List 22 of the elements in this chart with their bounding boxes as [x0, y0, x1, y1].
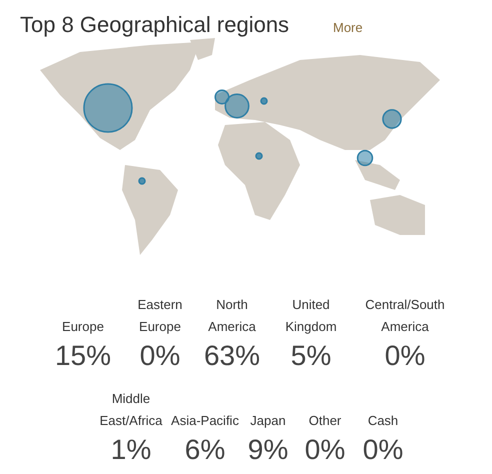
category-label: Japan: [250, 412, 286, 430]
data-label: 0%: [304, 434, 346, 465]
data-label: 6%: [184, 434, 226, 465]
category-label: Cash: [368, 412, 398, 430]
data-label: 0%: [384, 340, 426, 372]
text: Top 8 Geographical regions: [20, 12, 290, 38]
data-label: 1%: [110, 434, 152, 466]
data-label: 0%: [362, 434, 404, 465]
category-label: Asia-Pacific: [171, 412, 239, 430]
category-label: Middle East/Africa: [98, 390, 164, 430]
category-label: Central/South America: [364, 296, 446, 336]
category-label: Eastern Europe: [136, 296, 184, 336]
category-label: Europe: [62, 318, 104, 336]
data-label: 5%: [290, 340, 332, 372]
data-label: 63%: [202, 340, 262, 372]
data-label: 15%: [54, 340, 112, 372]
data-label: 0%: [140, 340, 180, 371]
text: More: [333, 20, 363, 35]
data-label: 9%: [248, 434, 288, 465]
category-label: North America: [207, 296, 257, 336]
category-label: Other: [308, 412, 342, 430]
category-label: United Kingdom: [284, 296, 338, 336]
